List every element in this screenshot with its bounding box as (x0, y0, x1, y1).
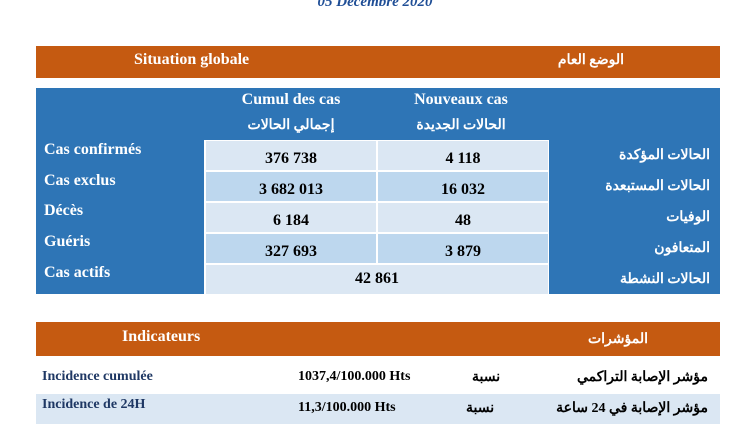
indicateurs-title-ar: المؤشرات (587, 332, 648, 347)
cell-deces-cumul: 6 184 (206, 203, 376, 232)
indicateur-label-fr: Incidence cumulée (42, 369, 153, 384)
cell-confirmes-nouveaux: 4 118 (378, 141, 548, 170)
row-label-ar-deces: الوفيات (666, 210, 710, 225)
situation-title-ar: الوضع العام (557, 53, 624, 68)
indicateurs-title-fr: Indicateurs (122, 328, 201, 345)
indicateur-label-fr: Incidence de 24H (42, 397, 146, 412)
row-label-exclus: Cas exclus (44, 172, 116, 189)
indicateurs-banner: Indicateurs المؤشرات (36, 322, 720, 356)
row-label-gueris: Guéris (44, 233, 91, 250)
header-nouveaux-fr: Nouveaux cas (414, 91, 508, 108)
report-date: 05 Décembre 2020 (317, 0, 433, 10)
situation-title-fr: Situation globale (134, 51, 250, 68)
cell-deces-nouveaux: 48 (378, 203, 548, 232)
row-label-ar-exclus: الحالات المستبعدة (605, 179, 710, 194)
indicateur-value-ar: نسبة (472, 370, 501, 385)
cell-exclus-nouveaux: 16 032 (378, 172, 548, 201)
header-cumul-fr: Cumul des cas (241, 91, 341, 108)
cell-gueris-cumul: 327 693 (206, 234, 376, 263)
indicateur-value: 11,3/100.000 Hts (298, 400, 396, 415)
cell-gueris-nouveaux: 3 879 (378, 234, 548, 263)
labels-ar-column: الحالات المؤكدة الحالات المستبعدة الوفيا… (549, 140, 720, 294)
row-label-confirmes: Cas confirmés (44, 141, 142, 158)
row-label-actifs: Cas actifs (44, 264, 111, 281)
header-nouveaux-ar: الحالات الجديدة (416, 118, 506, 133)
situation-banner: Situation globale الوضع العام (36, 46, 720, 78)
indicateur-row: Incidence de 24H 11,3/100.000 Hts نسبة م… (36, 394, 720, 424)
cell-confirmes-cumul: 376 738 (206, 141, 376, 170)
cell-exclus-cumul: 3 682 013 (206, 172, 376, 201)
row-label-ar-actifs: الحالات النشطة (620, 272, 710, 287)
indicateur-value: 1037,4/100.000 Hts (298, 369, 411, 384)
indicateur-label-ar: مؤشر الإصابة في 24 ساعة (556, 401, 708, 416)
row-label-ar-confirmes: الحالات المؤكدة (619, 148, 710, 163)
row-label-deces: Décès (44, 202, 84, 219)
labels-fr-column: Cas confirmés Cas exclus Décès Guéris Ca… (36, 140, 204, 294)
indicateur-value-ar: نسبة (466, 401, 495, 416)
cell-actifs-total: 42 861 (206, 265, 548, 294)
table-header: Cumul des cas إجمالي الحالات Nouveaux ca… (36, 88, 720, 140)
header-cumul-ar: إجمالي الحالات (247, 118, 335, 133)
indicateur-row: Incidence cumulée 1037,4/100.000 Hts نسب… (36, 366, 720, 390)
indicateur-label-ar: مؤشر الإصابة التراكمي (576, 370, 708, 385)
row-label-ar-gueris: المتعافون (654, 241, 710, 256)
